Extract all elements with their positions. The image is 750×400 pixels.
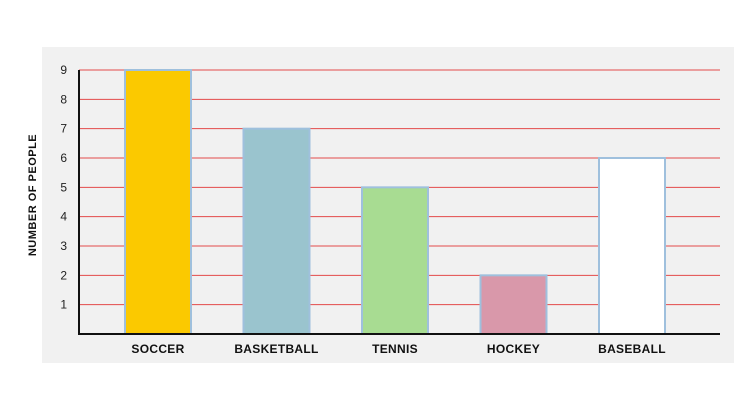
- y-tick-label: 6: [60, 151, 67, 165]
- y-tick-labels: 1 2 3 4 5 6 7 8 9: [60, 63, 67, 312]
- x-tick-label-baseball: BASEBALL: [598, 342, 666, 356]
- y-tick-label: 2: [60, 268, 67, 282]
- y-tick-label: 1: [60, 298, 67, 312]
- x-tick-labels: SOCCER BASKETBALL TENNIS HOCKEY BASEBALL: [131, 342, 665, 356]
- x-tick-label-tennis: TENNIS: [372, 342, 418, 356]
- y-axis-label: NUMBER OF PEOPLE: [27, 134, 39, 256]
- x-tick-label-hockey: HOCKEY: [487, 342, 540, 356]
- y-tick-label: 8: [60, 92, 67, 106]
- bar-tennis: [361, 186, 429, 335]
- y-tick-label: 3: [60, 239, 67, 253]
- y-tick-label: 7: [60, 122, 67, 136]
- bar-hockey: [479, 274, 548, 336]
- y-tick-label: 4: [60, 210, 67, 224]
- x-tick-label-basketball: BASKETBALL: [234, 342, 318, 356]
- y-tick-label: 5: [60, 180, 67, 194]
- bar-baseball: [598, 157, 666, 335]
- bar-basketball: [242, 127, 311, 335]
- y-tick-label: 9: [60, 63, 67, 77]
- axes: [78, 70, 720, 335]
- x-tick-label-soccer: SOCCER: [131, 342, 184, 356]
- bar-soccer: [124, 69, 192, 335]
- bars: [124, 69, 666, 336]
